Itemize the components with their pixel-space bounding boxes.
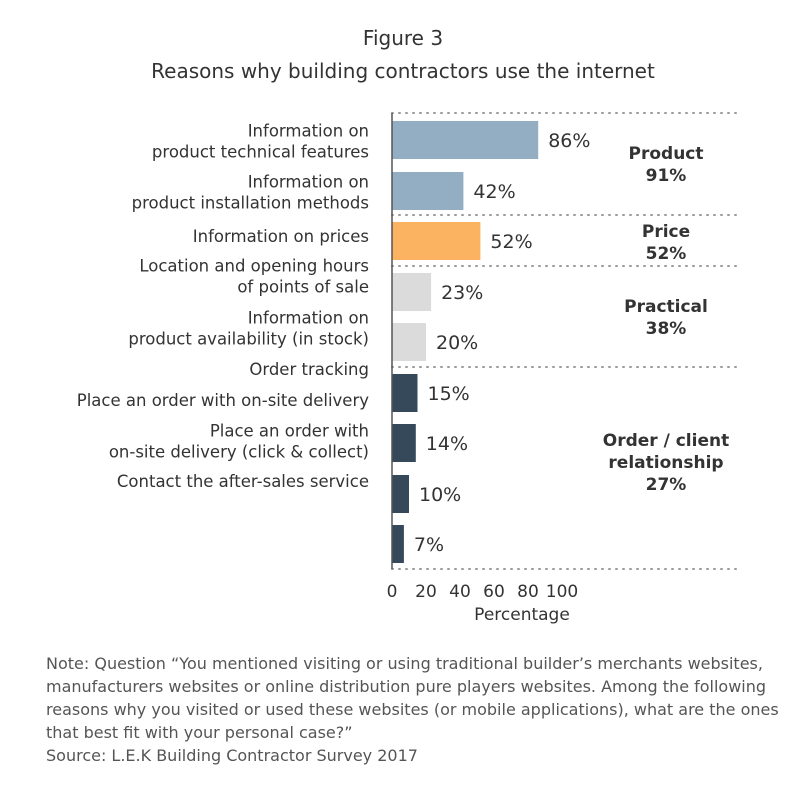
x-tick-label: 80 [517, 582, 539, 602]
category-label-8: Place an order with on-site delivery (cli… [109, 422, 369, 462]
group-label-practical: Practical 38% [624, 297, 708, 339]
bar-4 [392, 273, 432, 311]
category-label-line: Information on [248, 309, 369, 328]
x-tick-label: 100 [546, 582, 578, 602]
category-label-line: Order tracking [249, 360, 369, 379]
group-label-line: Order / client [603, 431, 729, 451]
bar-6 [392, 374, 418, 412]
value-label-8: 10% [419, 484, 461, 506]
group-label-line: 38% [646, 319, 687, 339]
group-label-line: Price [642, 222, 690, 242]
category-label-5: Information on product availability (in s… [128, 309, 369, 349]
group-label-line: 91% [646, 166, 687, 186]
value-label-4: 23% [441, 282, 483, 304]
bar-5 [392, 323, 426, 361]
group-label-price: Price 52% [642, 222, 690, 264]
category-label-4: Location and opening hours of points of s… [139, 257, 369, 297]
category-label-3: Information on prices [193, 227, 369, 246]
category-label-line: Contact the after-sales service [117, 472, 369, 491]
value-label-1: 86% [548, 130, 590, 152]
x-tick-label: 20 [415, 582, 437, 602]
group-label-line: Product [629, 144, 704, 164]
bar-8 [392, 475, 409, 513]
bar-2 [392, 172, 464, 210]
value-label-5: 20% [436, 332, 478, 354]
category-label-line: product technical features [152, 143, 369, 162]
category-label-1: Information on product technical features [152, 122, 369, 162]
bar-3 [392, 222, 481, 260]
group-label-line: relationship [608, 453, 723, 473]
group-label-order: Order / client relationship 27% [603, 431, 729, 495]
source-text: Source: L.E.K Building Contractor Survey… [46, 746, 418, 765]
value-label-2: 42% [473, 181, 515, 203]
figure-label: Figure 3 [362, 26, 444, 50]
bar-1 [392, 121, 539, 159]
note-text: Note: Question “You mentioned visiting o… [46, 654, 779, 742]
group-label-product: Product 91% [629, 144, 704, 186]
category-label-line: Place an order with on-site delivery [77, 391, 369, 410]
category-label-line: product installation methods [132, 194, 369, 213]
x-axis-label: Percentage [474, 605, 570, 625]
bar-chart: 86% 42% 52% 23% 20% 15% 14% 10% 7% Information on… [77, 112, 743, 625]
group-label-line: 27% [646, 475, 687, 495]
category-label-2: Information on product installation metho… [132, 173, 369, 213]
x-tick-label: 60 [483, 582, 505, 602]
note-block: Note: Question “You mentioned visiting o… [46, 652, 786, 767]
bar-9 [392, 525, 404, 563]
category-label-line: Place an order with [210, 422, 369, 441]
bar-7 [392, 424, 416, 462]
value-label-6: 15% [428, 383, 470, 405]
value-label-3: 52% [490, 231, 532, 253]
chart-title: Reasons why building contractors use the… [151, 59, 655, 83]
x-tick-label: 40 [449, 582, 471, 602]
category-label-line: product availability (in stock) [128, 330, 369, 349]
category-label-line: of points of sale [237, 278, 369, 297]
category-label-line: Information on [248, 122, 369, 141]
category-label-line: Information on prices [193, 227, 369, 246]
group-label-line: 52% [646, 244, 687, 264]
category-label-7: Place an order with on-site delivery [77, 391, 369, 410]
category-label-line: Information on [248, 173, 369, 192]
value-label-9: 7% [414, 534, 444, 556]
category-label-9: Contact the after-sales service [117, 472, 369, 491]
category-label-line: Location and opening hours [139, 257, 369, 276]
x-tick-label: 0 [387, 582, 398, 602]
group-label-line: Practical [624, 297, 708, 317]
category-label-6: Order tracking [249, 360, 369, 379]
value-label-7: 14% [426, 433, 468, 455]
category-label-line: on-site delivery (click & collect) [109, 443, 369, 462]
